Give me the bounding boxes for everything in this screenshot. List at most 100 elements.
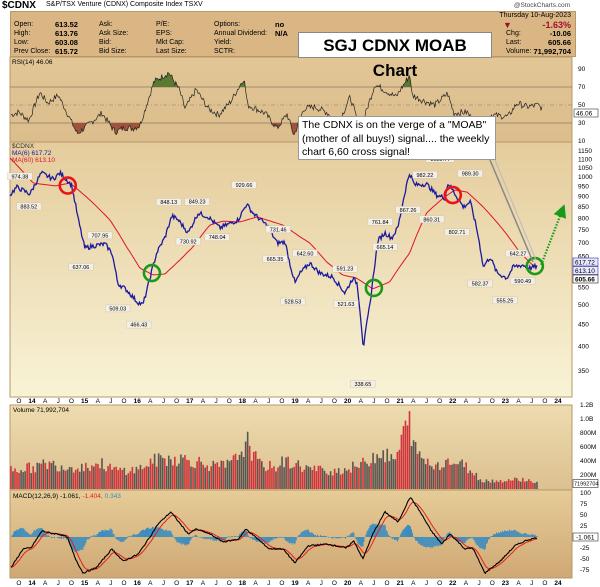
quote-value: 603.08 <box>55 38 78 47</box>
x-axis-label: O <box>174 580 179 587</box>
price-annotation-box <box>444 228 470 236</box>
volume-bar <box>337 468 340 489</box>
macd-histogram-bar <box>474 537 476 543</box>
macd-histogram-bar <box>344 537 346 539</box>
macd-histogram-bar <box>93 535 95 537</box>
macd-histogram-bar <box>134 534 136 537</box>
macd-legend-macd: -1.061, <box>60 493 80 500</box>
rsi-oversold-fill <box>11 123 542 135</box>
volume-bar <box>281 456 283 489</box>
price-axis-label: 350 <box>578 368 589 375</box>
macd-histogram-bar <box>412 532 414 537</box>
price-axis-label: 500 <box>578 302 589 309</box>
macd-histogram-bar <box>301 531 303 537</box>
macd-histogram-bar <box>206 537 208 539</box>
price-annotation-label: 748.04 <box>209 235 226 241</box>
volume-bar <box>511 480 514 489</box>
macd-histogram-bar <box>435 537 437 547</box>
macd-histogram-bar <box>266 537 268 543</box>
volume-bar <box>350 472 352 489</box>
sell-cross-circle <box>443 185 463 205</box>
x-axis-label: A <box>464 580 469 587</box>
macd-histogram-bar <box>137 533 139 537</box>
macd-histogram-bar <box>323 535 325 537</box>
x-axis-label: J <box>477 398 480 405</box>
x-axis-label: A <box>411 398 416 405</box>
macd-histogram-bar <box>270 537 272 541</box>
volume-bar <box>271 468 273 489</box>
volume-bar <box>26 463 28 489</box>
macd-histogram-bar <box>459 537 461 542</box>
macd-histogram-bar <box>179 537 181 544</box>
macd-histogram-bar <box>367 529 369 537</box>
macd-histogram-bar <box>340 537 342 539</box>
volume-bar <box>435 464 437 489</box>
volume-bar <box>68 466 71 489</box>
volume-bar <box>244 441 247 489</box>
volume-bar <box>256 459 259 489</box>
macd-histogram-bar <box>382 525 384 537</box>
macd-histogram-bar <box>238 535 240 537</box>
macd-histogram-bar <box>426 537 428 548</box>
macd-histogram-bar <box>111 529 113 537</box>
volume-bar <box>390 454 393 489</box>
macd-histogram-bar <box>210 537 212 539</box>
x-axis-label: O <box>279 398 284 405</box>
volume-bar <box>487 480 490 489</box>
volume-bar <box>172 465 174 489</box>
macd-histogram-bar <box>185 537 187 546</box>
macd-histogram-bar <box>271 537 273 541</box>
macd-histogram-bar <box>324 535 326 537</box>
macd-histogram-bar <box>467 537 469 540</box>
macd-histogram-bar <box>463 537 465 543</box>
volume-bar <box>178 463 180 489</box>
macd-last-box <box>572 532 599 542</box>
macd-histogram-bar <box>379 524 381 537</box>
macd-histogram-bar <box>269 537 271 542</box>
macd-histogram-bar <box>230 536 232 537</box>
volume-bar <box>467 473 469 489</box>
volume-bar <box>252 451 255 489</box>
price-last-box <box>572 257 599 267</box>
macd-histogram-bar <box>158 527 160 537</box>
rsi-axis-label: 90 <box>578 66 586 73</box>
macd-histogram-bar <box>70 537 72 547</box>
price-annotation-label: 466.43 <box>130 323 147 329</box>
volume-bar <box>226 459 229 489</box>
macd-histogram-bar <box>316 534 318 537</box>
volume-bar <box>428 465 431 489</box>
macd-histogram-bar <box>519 533 521 537</box>
volume-bar <box>517 480 520 489</box>
macd-histogram-bar <box>396 537 398 542</box>
macd-histogram-bar <box>472 537 474 540</box>
volume-bar <box>87 467 89 489</box>
macd-histogram-bar <box>150 528 152 537</box>
price-last-value: 605.66 <box>575 277 595 284</box>
macd-histogram-bar <box>319 535 321 537</box>
macd-histogram-bar <box>485 537 487 545</box>
macd-histogram-bar <box>365 534 367 537</box>
macd-histogram-bar <box>358 537 360 545</box>
macd-histogram-bar <box>120 537 122 542</box>
macd-histogram-bar <box>112 533 114 537</box>
x-axis-label: J <box>162 398 165 405</box>
x-axis-label: A <box>43 580 48 587</box>
volume-bar <box>216 462 219 489</box>
price-annotation-box <box>333 300 359 308</box>
volume-bar <box>453 463 455 489</box>
macd-histogram-bar <box>117 537 119 541</box>
volume-bar <box>339 474 342 489</box>
volume-bar <box>230 460 233 489</box>
macd-histogram-bar <box>169 530 171 537</box>
macd-histogram-bar <box>219 537 221 542</box>
macd-histogram-bar <box>187 537 189 545</box>
volume-bar <box>263 467 265 489</box>
price-last-box <box>572 274 599 284</box>
macd-histogram-bar <box>222 537 224 541</box>
macd-histogram-bar <box>290 537 292 544</box>
macd-histogram-bar <box>275 537 277 539</box>
volume-bar <box>441 467 443 489</box>
macd-histogram-bar <box>291 537 293 545</box>
volume-bar <box>376 454 378 489</box>
callout-line: The CDNX is on the verge of a "MOAB" <box>302 119 487 131</box>
